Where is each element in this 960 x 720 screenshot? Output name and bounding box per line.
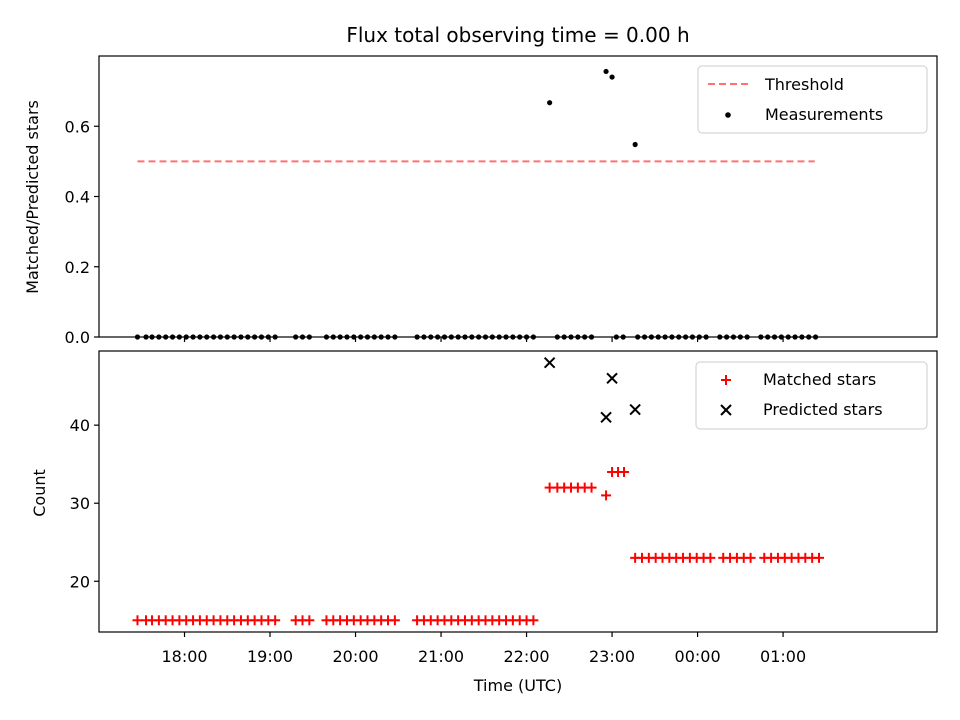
top-x-ticks: [183, 337, 784, 342]
bottom-axes-frame: [98, 350, 938, 633]
bottom-x-tick-label-2: 20:00: [332, 647, 378, 666]
bottom-x-tick-label-6: 00:00: [675, 647, 721, 666]
matched-star-point-34: [389, 615, 400, 626]
bottom-plot-area: [132, 357, 824, 626]
measurement-point-3: [632, 141, 638, 148]
matched-star-point-20: [270, 615, 281, 626]
matched-star-point-80: [745, 552, 756, 563]
bottom-legend-box: [695, 361, 928, 430]
predicted-star-point-0: [543, 357, 556, 369]
bottom-panel: Count Time (UTC) 20 30 40 18:00 19:00 20:00 2…: [30, 350, 938, 695]
predicted-legend-label: Predicted stars: [763, 400, 883, 419]
matched-star-point-0: [132, 615, 143, 626]
matched-star-point-75: [705, 552, 716, 563]
matched-star-point-23: [304, 615, 315, 626]
matched-legend-swatch: [721, 375, 731, 385]
matched-star-point-89: [813, 552, 824, 563]
bottom-legend: Matched stars Predicted stars: [695, 361, 928, 430]
top-y-tick-label-1: 0.2: [65, 258, 90, 277]
top-y-axis-label: Matched/Predicted stars: [23, 100, 42, 294]
predicted-legend-swatch: [720, 404, 732, 416]
bottom-y-tick-label-1: 30: [70, 494, 90, 513]
measurements-legend-swatch: [725, 112, 731, 118]
bottom-x-tick-label-0: 18:00: [161, 647, 207, 666]
top-y-tick-label-0: 0.0: [65, 328, 90, 347]
top-y-tick-label-2: 0.4: [65, 188, 90, 207]
bottom-y-axis-label: Count: [30, 469, 49, 517]
bottom-x-tick-label-3: 21:00: [418, 647, 464, 666]
bottom-x-tick-label-7: 01:00: [760, 647, 806, 666]
measurement-point-2: [609, 74, 615, 80]
bottom-x-ticks: 18:00 19:00 20:00 21:00 22:00 23:00 00:00 01:00: [161, 632, 806, 666]
measurement-point-0: [547, 100, 553, 106]
matched-star-point-52: [528, 615, 539, 626]
x-axis-label: Time (UTC): [473, 676, 562, 695]
predicted-star-point-1: [600, 411, 612, 424]
bottom-x-tick-label-4: 22:00: [503, 647, 549, 666]
matched-star-point-59: [586, 482, 597, 493]
top-y-tick-label-3: 0.6: [65, 117, 90, 136]
bottom-x-tick-label-5: 23:00: [589, 647, 635, 666]
bottom-x-tick-label-1: 19:00: [247, 647, 293, 666]
top-y-ticks: 0.0 0.2 0.4 0.6: [65, 117, 99, 347]
bottom-y-tick-label-2: 40: [70, 416, 90, 435]
matched-star-point-60: [601, 490, 612, 501]
top-panel: Flux total observing time = 0.00 h Match…: [23, 23, 938, 347]
bottom-y-tick-label-0: 20: [70, 572, 90, 591]
predicted-star-point-3: [629, 403, 641, 416]
matched-star-point-63: [619, 466, 630, 477]
top-legend: Threshold Measurements: [697, 65, 928, 134]
threshold-legend-label: Threshold: [764, 75, 844, 94]
chart-title: Flux total observing time = 0.00 h: [346, 23, 689, 47]
top-legend-box: [697, 65, 928, 134]
matched-legend-label: Matched stars: [763, 370, 876, 389]
predicted-star-point-2: [606, 372, 618, 385]
bottom-y-ticks: 20 30 40: [70, 416, 99, 591]
measurements-legend-label: Measurements: [765, 105, 883, 124]
measurement-point-1: [603, 68, 609, 75]
